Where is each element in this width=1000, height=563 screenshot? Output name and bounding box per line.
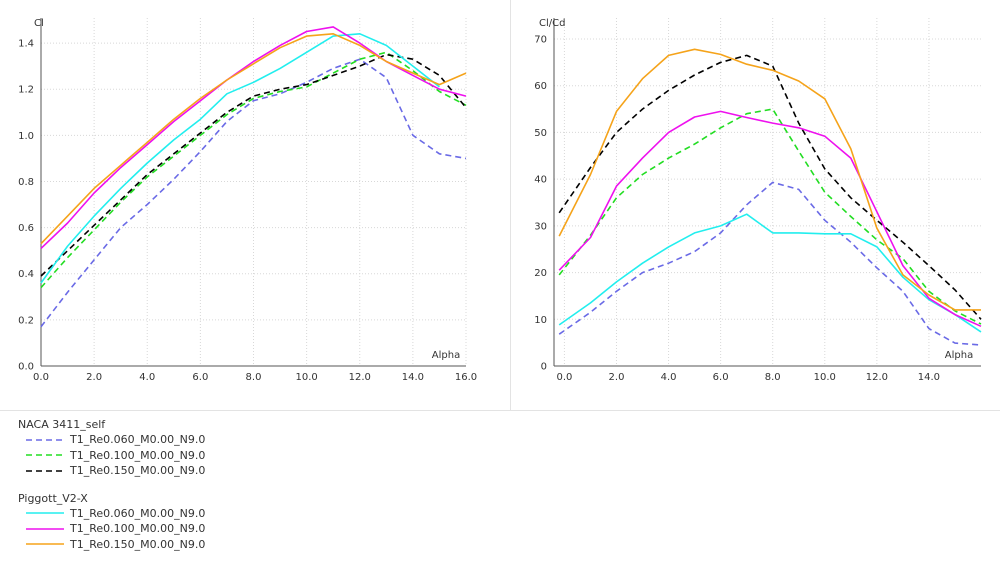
legend-entry-label: T1_Re0.060_M0.00_N9.0 <box>70 506 206 520</box>
x-tick-label: 0.0 <box>33 372 49 383</box>
series-line <box>40 51 467 289</box>
legend-entry[interactable]: T1_Re0.150_M0.00_N9.0 <box>18 463 205 479</box>
chart-cl-cd: 0.0 2.0 4.0 6.0 8.0 10.0 12.0 14.0 0 10 20 30 40 50 60… <box>534 18 982 383</box>
x-tick-label: 14.0 <box>918 372 940 383</box>
x-axis-label: Alpha <box>432 350 460 361</box>
legend-line-swatch <box>26 469 64 472</box>
series-line <box>558 48 981 311</box>
series-line <box>40 58 467 328</box>
x-axis-label: Alpha <box>945 350 973 361</box>
x-tick-label: 8.0 <box>765 372 781 383</box>
x-tick-label: 10.0 <box>814 372 836 383</box>
y-tick-label: 70 <box>534 35 547 46</box>
x-tick-label: 0.0 <box>556 372 572 383</box>
x-tick-label: 6.0 <box>192 372 208 383</box>
y-tick-label: 10 <box>534 315 547 326</box>
legend-group-title: NACA 3411_self <box>18 418 106 431</box>
series-line <box>558 108 982 325</box>
legend-entry-label: T1_Re0.060_M0.00_N9.0 <box>70 433 206 447</box>
y-axis-label: Cl/Cd <box>539 18 565 29</box>
x-tick-label: 12.0 <box>866 372 888 383</box>
y-tick-label: 20 <box>534 268 547 279</box>
legend-entry-label: T1_Re0.100_M0.00_N9.0 <box>70 448 206 462</box>
x-tick-label: 4.0 <box>661 372 677 383</box>
x-tick-label: 8.0 <box>246 372 262 383</box>
x-tick-label: 4.0 <box>139 372 155 383</box>
legend-entry-label: T1_Re0.150_M0.00_N9.0 <box>70 537 206 551</box>
series-line <box>558 110 982 328</box>
legend-line-swatch <box>26 438 64 441</box>
legend-group-naca: NACA 3411_self T1_Re0.060_M0.00_N9.0 T1_… <box>18 418 205 479</box>
legend-entry[interactable]: T1_Re0.060_M0.00_N9.0 <box>18 432 205 448</box>
legend-line-swatch <box>26 527 64 530</box>
y-tick-label: 1.4 <box>18 39 34 50</box>
y-tick-label: 0.6 <box>18 223 34 234</box>
chart-cl: 0.0 2.0 4.0 6.0 8.0 10.0 12.0 14.0 16.0 0.0 0.2 0.4… <box>18 18 477 383</box>
legend-entry[interactable]: T1_Re0.150_M0.00_N9.0 <box>18 537 205 553</box>
legend-line-swatch <box>26 543 64 546</box>
legend-group-piggott: Piggott_V2-X T1_Re0.060_M0.00_N9.0 T1_Re… <box>18 492 205 553</box>
y-tick-label: 0.2 <box>18 315 34 326</box>
y-tick-label: 50 <box>534 128 547 139</box>
y-tick-label: 1.2 <box>18 85 34 96</box>
y-tick-label: 0.4 <box>18 269 34 280</box>
x-tick-label: 16.0 <box>455 372 477 383</box>
legend-entry-label: T1_Re0.150_M0.00_N9.0 <box>70 464 206 478</box>
legend-line-swatch <box>26 512 64 515</box>
x-tick-label: 2.0 <box>86 372 102 383</box>
series-line <box>40 32 467 245</box>
legend-group-title: Piggott_V2-X <box>18 491 88 505</box>
y-tick-label: 0.0 <box>18 362 34 373</box>
legend-entry[interactable]: T1_Re0.100_M0.00_N9.0 <box>18 448 205 464</box>
y-tick-label: 0 <box>541 362 547 373</box>
x-tick-label: 14.0 <box>402 372 424 383</box>
x-tick-label: 12.0 <box>349 372 371 383</box>
series-line <box>40 32 440 284</box>
legend-entry[interactable]: T1_Re0.060_M0.00_N9.0 <box>18 506 205 522</box>
x-tick-label: 6.0 <box>713 372 729 383</box>
x-tick-label: 10.0 <box>295 372 317 383</box>
series-line <box>558 181 982 346</box>
legend-entry-label: T1_Re0.100_M0.00_N9.0 <box>70 522 206 536</box>
panel-divider-vertical <box>510 0 511 410</box>
y-tick-label: 0.8 <box>18 177 34 188</box>
y-tick-label: 60 <box>534 81 547 92</box>
series-line <box>558 213 982 333</box>
y-tick-label: 1.0 <box>18 131 34 142</box>
legend-entry[interactable]: T1_Re0.100_M0.00_N9.0 <box>18 521 205 537</box>
series-line <box>558 54 982 320</box>
legend-line-swatch <box>26 454 64 457</box>
x-tick-label: 2.0 <box>609 372 625 383</box>
y-tick-label: 40 <box>534 175 547 186</box>
panel-divider-horizontal <box>0 410 1000 411</box>
y-axis-label: Cl <box>34 18 44 29</box>
y-tick-label: 30 <box>534 221 547 232</box>
legend: NACA 3411_self T1_Re0.060_M0.00_N9.0 T1_… <box>18 418 205 552</box>
